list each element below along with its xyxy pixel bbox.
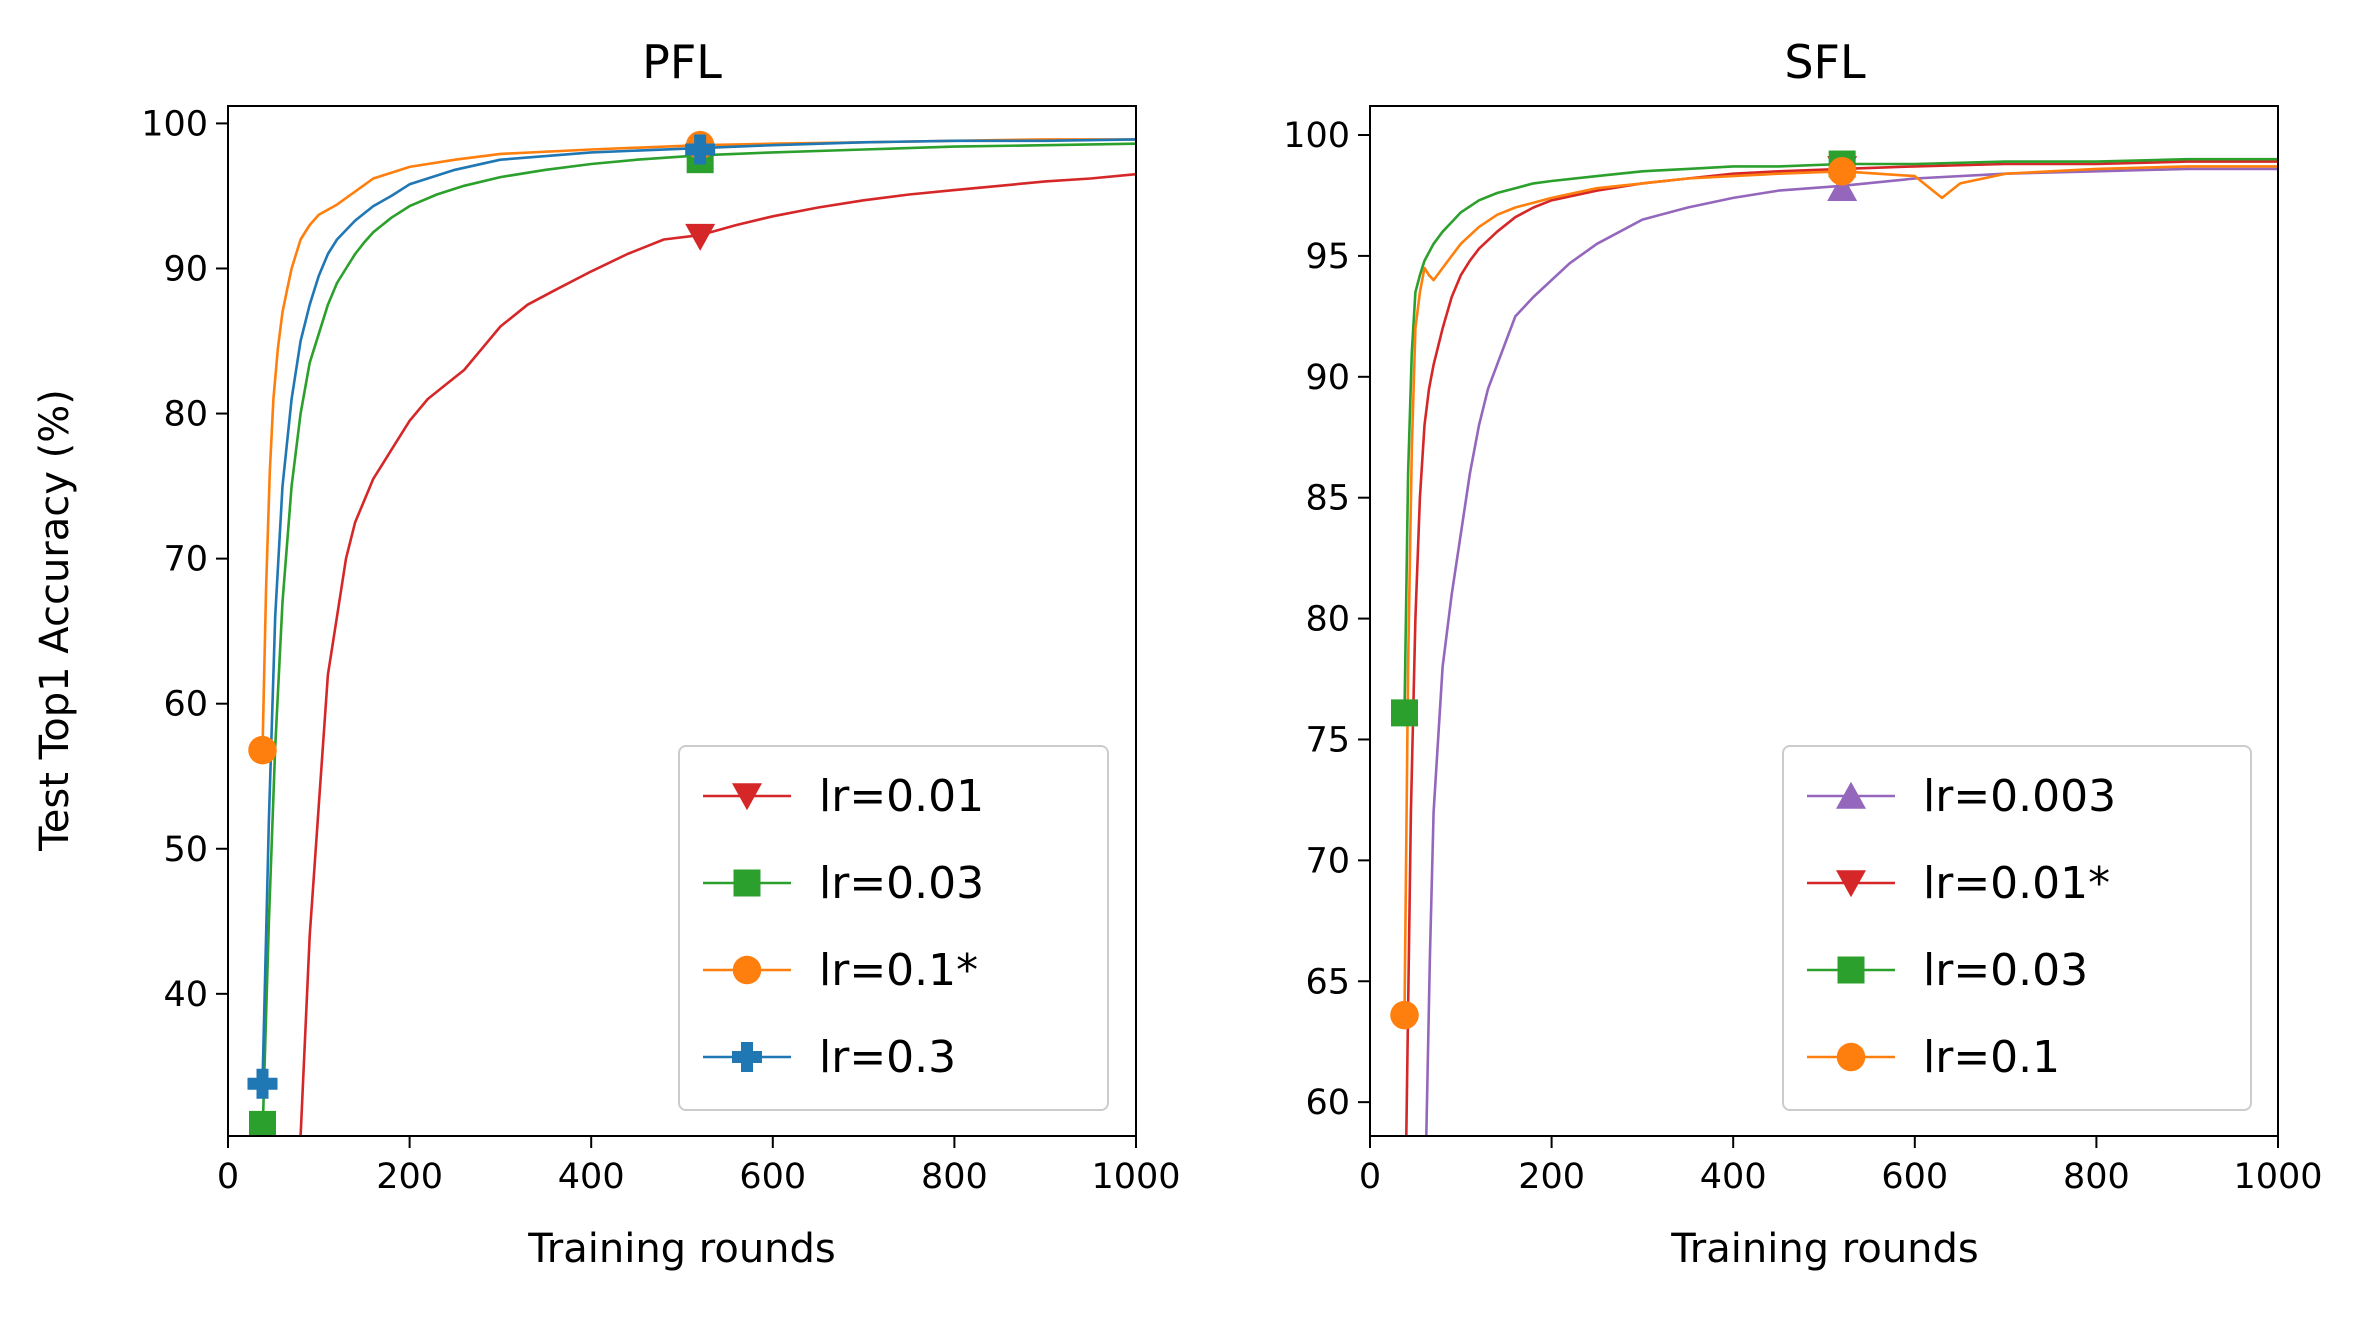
sfl-y-tick-label: 75 <box>1305 720 1350 760</box>
pfl-series-line-2 <box>261 138 1136 751</box>
sfl-marker-2-0 <box>1391 699 1419 727</box>
pfl-x-tick-label: 1000 <box>1091 1157 1180 1197</box>
sfl-chart-title: SFL <box>1784 35 1866 89</box>
pfl-x-tick-label: 600 <box>739 1157 806 1197</box>
pfl-legend-box <box>678 745 1109 1111</box>
sfl-legend-box <box>1782 745 2252 1111</box>
sfl-x-tick-label: 200 <box>1518 1157 1585 1197</box>
pfl-y-axis-label: Test Top1 Accuracy (%) <box>32 389 78 852</box>
pfl-legend: lr=0.01 lr=0.03 lr=0.1* lr=0.3 <box>678 745 1109 1111</box>
sfl-y-tick-label: 80 <box>1305 600 1350 640</box>
pfl-marker-3-1 <box>685 134 716 165</box>
pfl-legend-label-0: lr=0.01 <box>819 771 984 822</box>
sfl-axes-frame <box>1369 105 2279 1137</box>
pfl-plot-area: 0 200 400 600 800 1000 40 50 60 70 80 90 100 <box>141 104 1180 1197</box>
sfl-marker-3-1 <box>1827 157 1857 186</box>
pfl-legend-label-2: lr=0.1* <box>819 945 978 996</box>
pfl-y-tick-label: 90 <box>163 249 208 289</box>
sfl-series-line-2 <box>1403 157 2278 713</box>
sfl-chart: SFL Training rounds 0 200 400 600 800 1000 60 6… <box>1283 35 2322 1272</box>
pfl-y-tick-label: 80 <box>163 395 208 435</box>
sfl-y-tick-label: 70 <box>1305 841 1350 881</box>
pfl-y-tick-label: 60 <box>163 685 208 725</box>
sfl-x-tick-label: 1000 <box>2233 1157 2322 1197</box>
sfl-y-tick-label: 60 <box>1305 1083 1350 1123</box>
sfl-x-tick-label: 600 <box>1881 1157 1948 1197</box>
sfl-y-tick-label: 100 <box>1283 116 1350 156</box>
pfl-x-tick-label: 200 <box>376 1157 443 1197</box>
sfl-marker-0-0 <box>1827 173 1858 201</box>
pfl-series-line-0 <box>299 172 1136 1136</box>
sfl-y-tick-label: 85 <box>1305 479 1350 519</box>
pfl-chart: PFL Test Top1 Accuracy (%) Training roun… <box>32 35 1181 1272</box>
pfl-x-tick-label: 0 <box>217 1157 239 1197</box>
pfl-marker-3-0 <box>247 1068 278 1099</box>
pfl-y-tick-label: 40 <box>163 975 208 1015</box>
pfl-series-line-3 <box>261 138 1136 1084</box>
sfl-legend-label-0: lr=0.003 <box>1923 771 2116 822</box>
sfl-y-tick-label: 65 <box>1305 962 1350 1002</box>
pfl-marker-0-0 <box>685 223 716 251</box>
sfl-legend: lr=0.003 lr=0.01* lr=0.03 lr=0.1 <box>1782 745 2252 1111</box>
pfl-y-tick-label: 70 <box>163 540 208 580</box>
sfl-legend-marker-3 <box>1836 1042 1866 1072</box>
pfl-x-tick-label: 400 <box>558 1157 625 1197</box>
sfl-marker-3-0 <box>1390 1000 1419 1030</box>
sfl-x-tick-label: 800 <box>2063 1157 2130 1197</box>
sfl-legend-label-2: lr=0.03 <box>1923 945 2088 996</box>
sfl-y-tick-label: 90 <box>1305 358 1350 398</box>
pfl-legend-marker-2 <box>732 955 762 985</box>
sfl-x-axis-label: Training rounds <box>1670 1226 1979 1272</box>
pfl-legend-marker-1 <box>733 869 761 897</box>
pfl-legend-label-3: lr=0.3 <box>819 1032 956 1083</box>
sfl-legend-marker-1 <box>1836 870 1866 898</box>
pfl-x-axis-label: Training rounds <box>527 1226 836 1272</box>
pfl-chart-title: PFL <box>642 35 722 89</box>
sfl-x-tick-label: 400 <box>1700 1157 1767 1197</box>
sfl-x-tick-label: 0 <box>1359 1157 1381 1197</box>
sfl-legend-label-3: lr=0.1 <box>1923 1032 2060 1083</box>
pfl-legend-marker-0 <box>732 783 762 811</box>
sfl-y-tick-label: 95 <box>1305 237 1350 277</box>
pfl-marker-1-0 <box>249 1110 277 1136</box>
pfl-y-tick-label: 100 <box>141 104 208 144</box>
pfl-legend-label-1: lr=0.03 <box>819 858 984 909</box>
sfl-series-line-0 <box>1425 167 2278 1136</box>
pfl-y-tick-label: 50 <box>163 830 208 870</box>
sfl-legend-label-1: lr=0.01* <box>1923 858 2110 909</box>
pfl-series-line-1 <box>261 142 1136 1136</box>
sfl-legend-marker-2 <box>1837 956 1865 984</box>
sfl-series-line-1 <box>1405 160 2278 1136</box>
sfl-plot-area: 0 200 400 600 800 1000 60 65 70 75 80 85 90 95 100 <box>1283 105 2323 1197</box>
pfl-marker-2-0 <box>248 735 277 765</box>
sfl-legend-marker-0 <box>1836 781 1866 809</box>
sfl-series-line-3 <box>1403 165 2278 1016</box>
pfl-legend-marker-3 <box>732 1042 762 1072</box>
pfl-axes-frame <box>227 105 1137 1137</box>
pfl-x-tick-label: 800 <box>921 1157 988 1197</box>
